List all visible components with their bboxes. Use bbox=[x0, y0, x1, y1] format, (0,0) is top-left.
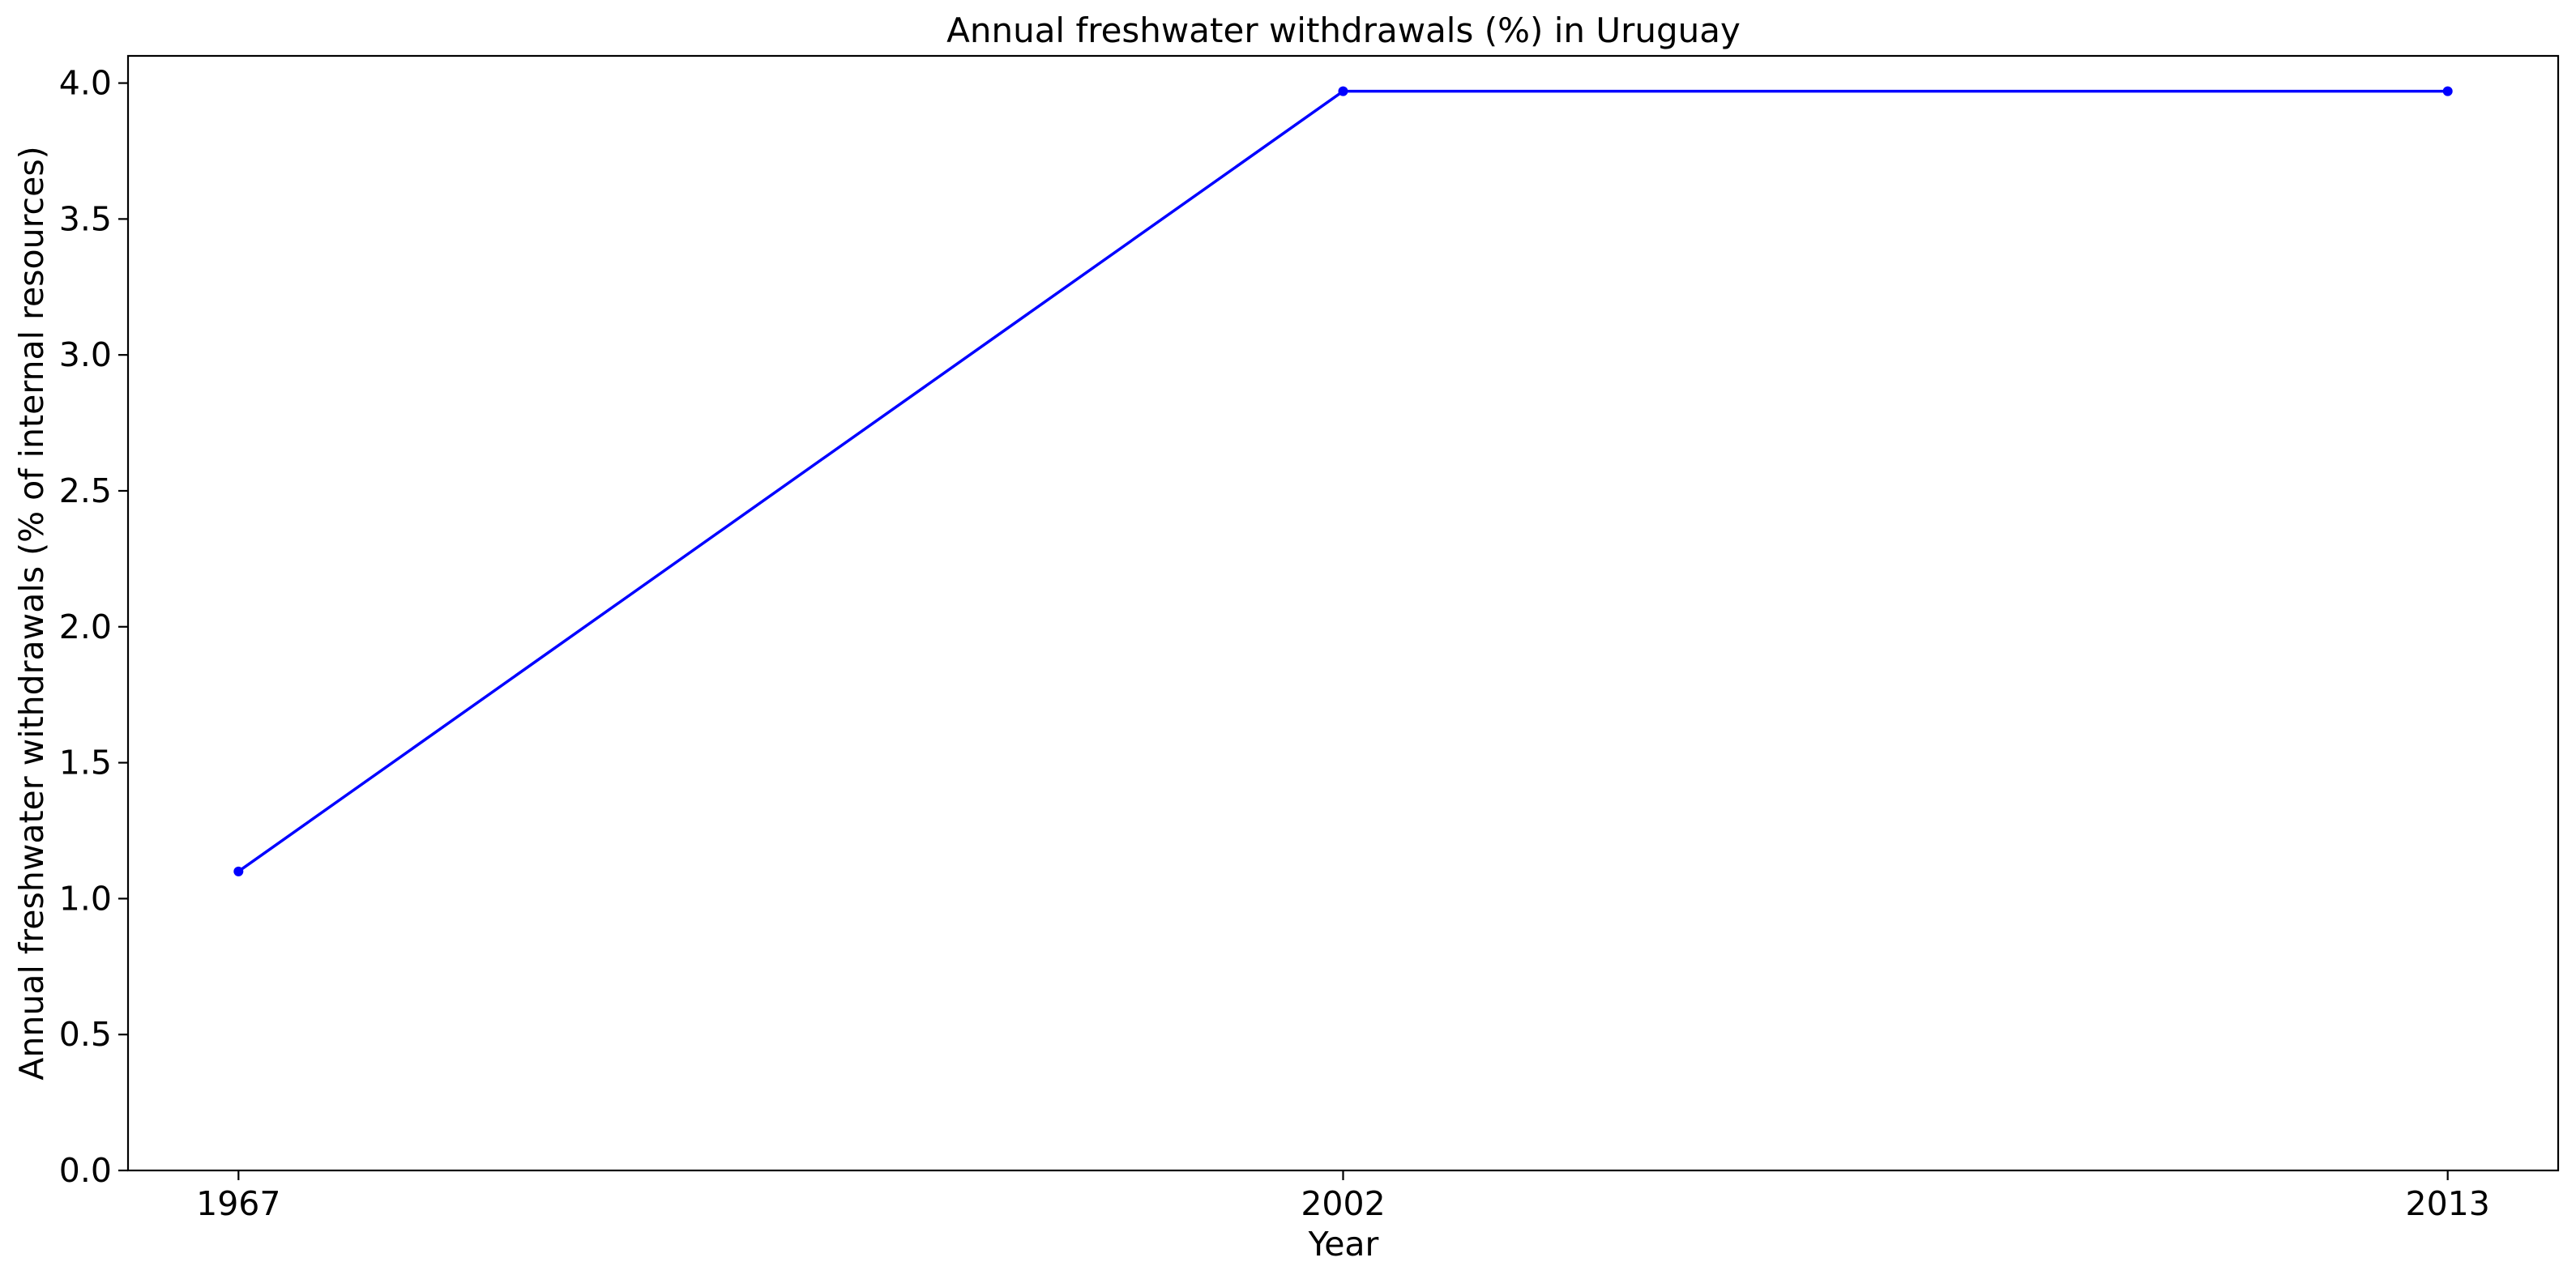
y-tick-label: 0.0 bbox=[59, 1151, 112, 1190]
x-tick-label: 1967 bbox=[196, 1184, 280, 1223]
y-axis-ticks: 0.0 0.5 1.0 1.5 2.0 2.5 3.0 3.5 4.0 bbox=[59, 64, 128, 1190]
y-axis-label: Annual freshwater withdrawals (% of inte… bbox=[12, 146, 51, 1080]
y-tick-label: 1.0 bbox=[59, 879, 112, 918]
x-tick-label: 2013 bbox=[2406, 1184, 2490, 1223]
y-tick-label: 4.0 bbox=[59, 64, 112, 103]
x-tick-label: 2002 bbox=[1301, 1184, 1385, 1223]
x-axis-ticks: 1967 2002 2013 bbox=[196, 1170, 2490, 1223]
data-point-2002 bbox=[1338, 86, 1348, 96]
y-tick-label: 2.0 bbox=[59, 608, 112, 646]
series-group bbox=[233, 86, 2453, 876]
y-tick-label: 3.0 bbox=[59, 335, 112, 374]
chart-title: Annual freshwater withdrawals (%) in Uru… bbox=[946, 11, 1741, 50]
y-tick-label: 0.5 bbox=[59, 1015, 112, 1054]
x-axis-label: Year bbox=[1308, 1225, 1379, 1264]
y-tick-label: 3.5 bbox=[59, 199, 112, 238]
y-tick-label: 2.5 bbox=[59, 471, 112, 510]
plot-frame bbox=[126, 54, 2560, 1172]
y-tick-label: 1.5 bbox=[59, 744, 112, 782]
data-point-2013 bbox=[2442, 86, 2453, 96]
data-point-1967 bbox=[233, 866, 244, 876]
